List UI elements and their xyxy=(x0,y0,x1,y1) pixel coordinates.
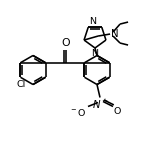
Text: N: N xyxy=(111,29,119,39)
Text: N: N xyxy=(92,49,99,58)
Text: $^-$O: $^-$O xyxy=(69,107,86,118)
Text: O: O xyxy=(61,38,70,48)
Text: O: O xyxy=(114,107,121,117)
Text: $N^+$: $N^+$ xyxy=(92,98,109,111)
Text: Cl: Cl xyxy=(17,80,26,89)
Text: N: N xyxy=(89,17,96,26)
